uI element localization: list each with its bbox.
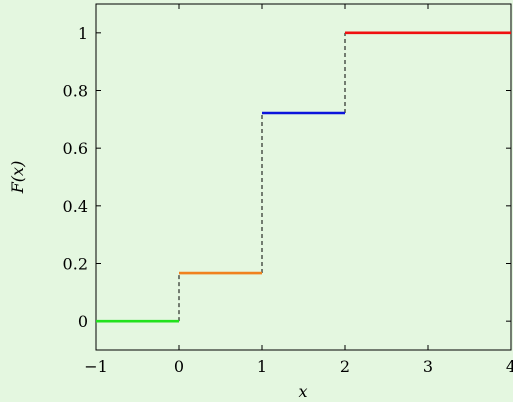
x-tick-label: 2 xyxy=(340,357,350,376)
x-tick-label: −1 xyxy=(84,357,108,376)
ticks xyxy=(95,4,512,350)
y-tick-label: 0.8 xyxy=(63,82,88,101)
x-tick-label: 0 xyxy=(174,357,184,376)
y-tick-label: 1 xyxy=(78,24,88,43)
x-tick-label: 4 xyxy=(506,357,513,376)
y-tick-label: 0.6 xyxy=(63,139,88,158)
tick-labels: −1 0 1 2 3 4 0 0.2 0.4 0.6 0.8 1 xyxy=(63,24,513,376)
x-tick-label: 3 xyxy=(423,357,433,376)
jump-lines xyxy=(178,32,346,322)
step-series xyxy=(96,31,511,323)
y-axis-label: F(x) xyxy=(8,161,27,195)
plot-area xyxy=(95,3,512,351)
y-tick-label: 0.4 xyxy=(63,197,88,216)
x-axis-label: x xyxy=(298,382,307,401)
x-tick-label: 1 xyxy=(257,357,267,376)
y-tick-label: 0 xyxy=(78,312,88,331)
y-tick-label: 0.2 xyxy=(63,255,88,274)
